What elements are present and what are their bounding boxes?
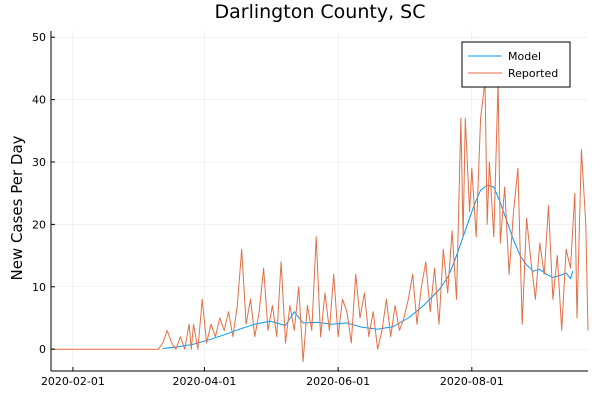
legend: Model Reported xyxy=(461,41,571,88)
legend-box xyxy=(461,41,571,88)
legend-label-reported: Reported xyxy=(508,67,558,80)
y-axis-label: New Cases Per Day xyxy=(8,135,26,280)
x-tick-label: 2020-02-01 xyxy=(41,375,105,388)
y-tick-label: 20 xyxy=(32,218,46,231)
x-tick-label: 2020-06-01 xyxy=(306,375,370,388)
y-tick-label: 40 xyxy=(32,94,46,107)
series-layer xyxy=(51,80,589,363)
x-tick-label: 2020-08-01 xyxy=(440,375,504,388)
y-tick-label: 10 xyxy=(32,281,46,294)
series-line-model xyxy=(162,184,574,349)
x-tick-label: 2020-04-01 xyxy=(172,375,236,388)
axes: 2020-02-01 2020-04-01 2020-06-01 2020-08-01… xyxy=(32,31,588,388)
y-tick-label: 50 xyxy=(32,31,46,44)
series-line-reported xyxy=(51,80,589,363)
legend-label-model: Model xyxy=(508,50,541,63)
chart-title: Darlington County, SC xyxy=(215,1,426,23)
y-tick-label: 30 xyxy=(32,156,46,169)
y-tick-label: 0 xyxy=(39,343,46,356)
